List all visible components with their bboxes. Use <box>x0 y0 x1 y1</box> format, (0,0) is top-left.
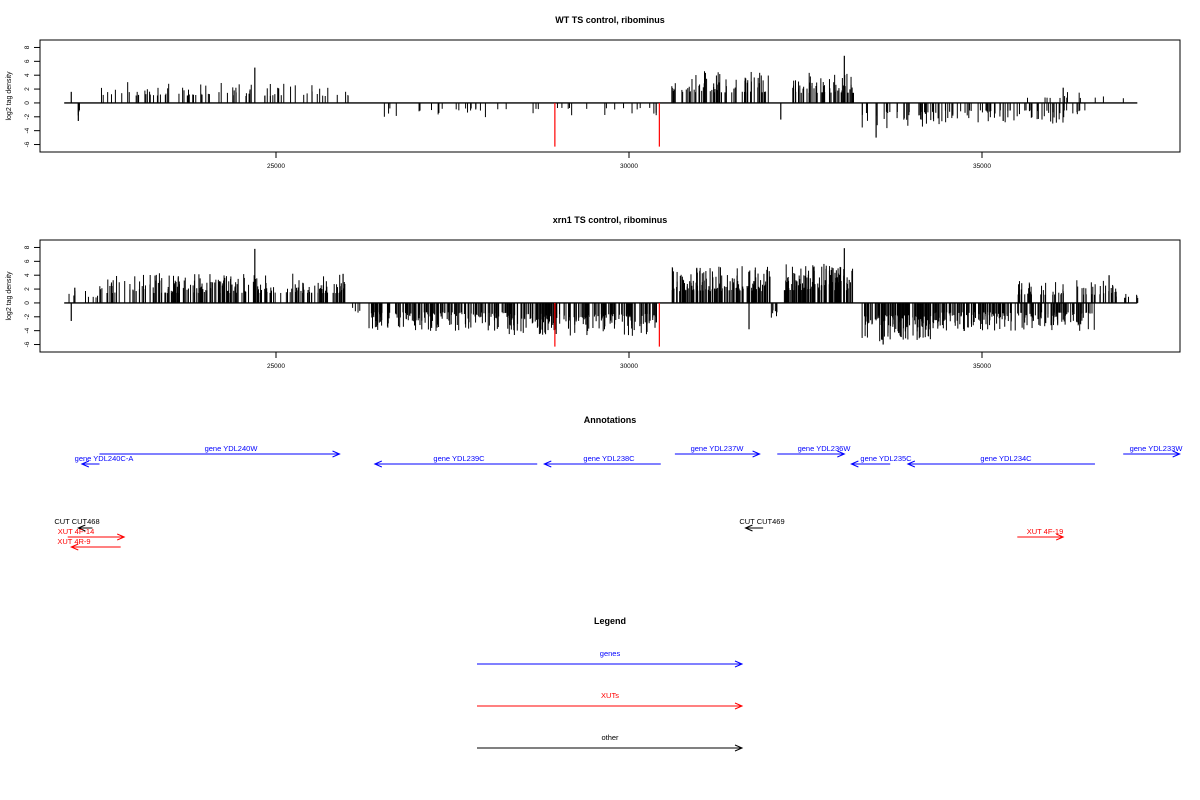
xut-label: XUT 4F-14 <box>58 527 95 536</box>
wt-y-axis-label: log2 tag density <box>6 71 13 121</box>
cut-label: CUT CUT469 <box>739 517 784 526</box>
y-tick-label: -6 <box>24 141 31 147</box>
legend-item: genes <box>477 649 744 668</box>
xrn1-track-title: xrn1 TS control, ribominus <box>553 215 668 225</box>
legend-arrow <box>477 744 744 752</box>
cut-arrow <box>77 524 93 532</box>
gene-label: gene YDL235C <box>860 454 912 463</box>
y-tick-label: 6 <box>24 59 31 63</box>
legend-arrow <box>477 660 744 668</box>
gene-label: gene YDL233W <box>1130 444 1184 453</box>
y-tick-label: -2 <box>24 114 31 120</box>
gene-label: gene YDL240C-A <box>75 454 134 463</box>
xrn1-y-axis: -6 -4 -2 0 2 4 6 8 <box>24 245 41 347</box>
y-tick-label: 4 <box>24 73 31 77</box>
xut-arrow <box>67 533 126 541</box>
gene-label: gene YDL238C <box>583 454 635 463</box>
legend-item: XUTs <box>477 691 744 710</box>
xut-arrow <box>1017 533 1065 541</box>
legend-label: XUTs <box>601 691 619 700</box>
y-tick-label: -4 <box>24 327 31 333</box>
gene-arrow <box>373 460 538 468</box>
xrn1-density-bars <box>68 248 1139 347</box>
wt-y-axis: -6 -4 -2 0 2 4 6 8 <box>24 45 41 147</box>
x-tick-label: 30000 <box>620 163 638 170</box>
gene-arrow <box>906 460 1095 468</box>
legend-arrow <box>477 702 744 710</box>
legend-item: other <box>477 733 744 752</box>
wt-plot-frame <box>39 39 1181 153</box>
cut-arrow <box>744 524 764 532</box>
x-tick-label: 25000 <box>267 163 285 170</box>
y-tick-label: 6 <box>24 259 31 263</box>
legend-label: other <box>601 733 619 742</box>
xut-arrow <box>69 543 121 551</box>
gene-arrow <box>543 460 661 468</box>
legend-label: genes <box>600 649 621 658</box>
x-tick-label: 35000 <box>973 163 991 170</box>
xrn1-track-panel: xrn1 TS control, ribominus log2 tag dens… <box>6 215 1181 370</box>
y-tick-label: 8 <box>24 245 31 249</box>
gene-label: gene YDL237W <box>691 444 745 453</box>
y-tick-label: 2 <box>24 87 31 91</box>
annotations-title: Annotations <box>584 415 637 425</box>
gene-label: gene YDL240W <box>205 444 259 453</box>
gene-label: gene YDL239C <box>433 454 485 463</box>
xut-label: XUT 4R-9 <box>57 537 90 546</box>
y-tick-label: 8 <box>24 45 31 49</box>
wt-x-axis: 25000 30000 35000 <box>267 151 991 170</box>
legend-title: Legend <box>594 616 626 626</box>
xrn1-y-axis-label: log2 tag density <box>6 271 13 321</box>
y-tick-label: -4 <box>24 127 31 133</box>
y-tick-label: 4 <box>24 273 31 277</box>
y-tick-label: 2 <box>24 287 31 291</box>
legend-panel: Legend genes XUTs other <box>477 616 744 752</box>
x-tick-label: 35000 <box>973 363 991 370</box>
gene-label: gene YDL236W <box>798 444 852 453</box>
wt-density-bars <box>70 55 1124 147</box>
gene-arrow <box>777 450 846 458</box>
gene-arrow <box>80 460 100 468</box>
y-tick-label: -2 <box>24 314 31 320</box>
x-tick-label: 25000 <box>267 363 285 370</box>
gene-arrow <box>674 450 761 458</box>
y-tick-label: -6 <box>24 341 31 347</box>
annotation-features: gene YDL240C-A gene YDL240W gene YDL239C ge… <box>54 444 1184 551</box>
wt-track-panel: WT TS control, ribominus log2 tag densit… <box>6 15 1181 170</box>
gene-arrow <box>99 450 341 458</box>
x-tick-label: 30000 <box>620 363 638 370</box>
wt-track-title: WT TS control, ribominus <box>555 15 665 25</box>
y-tick-label: 0 <box>24 101 31 105</box>
xut-label: XUT 4F-19 <box>1027 527 1064 536</box>
xrn1-x-axis: 25000 30000 35000 <box>267 351 991 370</box>
gene-label: gene YDL234C <box>980 454 1032 463</box>
gene-arrow <box>850 460 891 468</box>
gene-arrow <box>1123 450 1181 458</box>
y-tick-label: 0 <box>24 301 31 305</box>
cut-label: CUT CUT468 <box>54 517 99 526</box>
legend-items: genes XUTs other <box>477 649 744 752</box>
